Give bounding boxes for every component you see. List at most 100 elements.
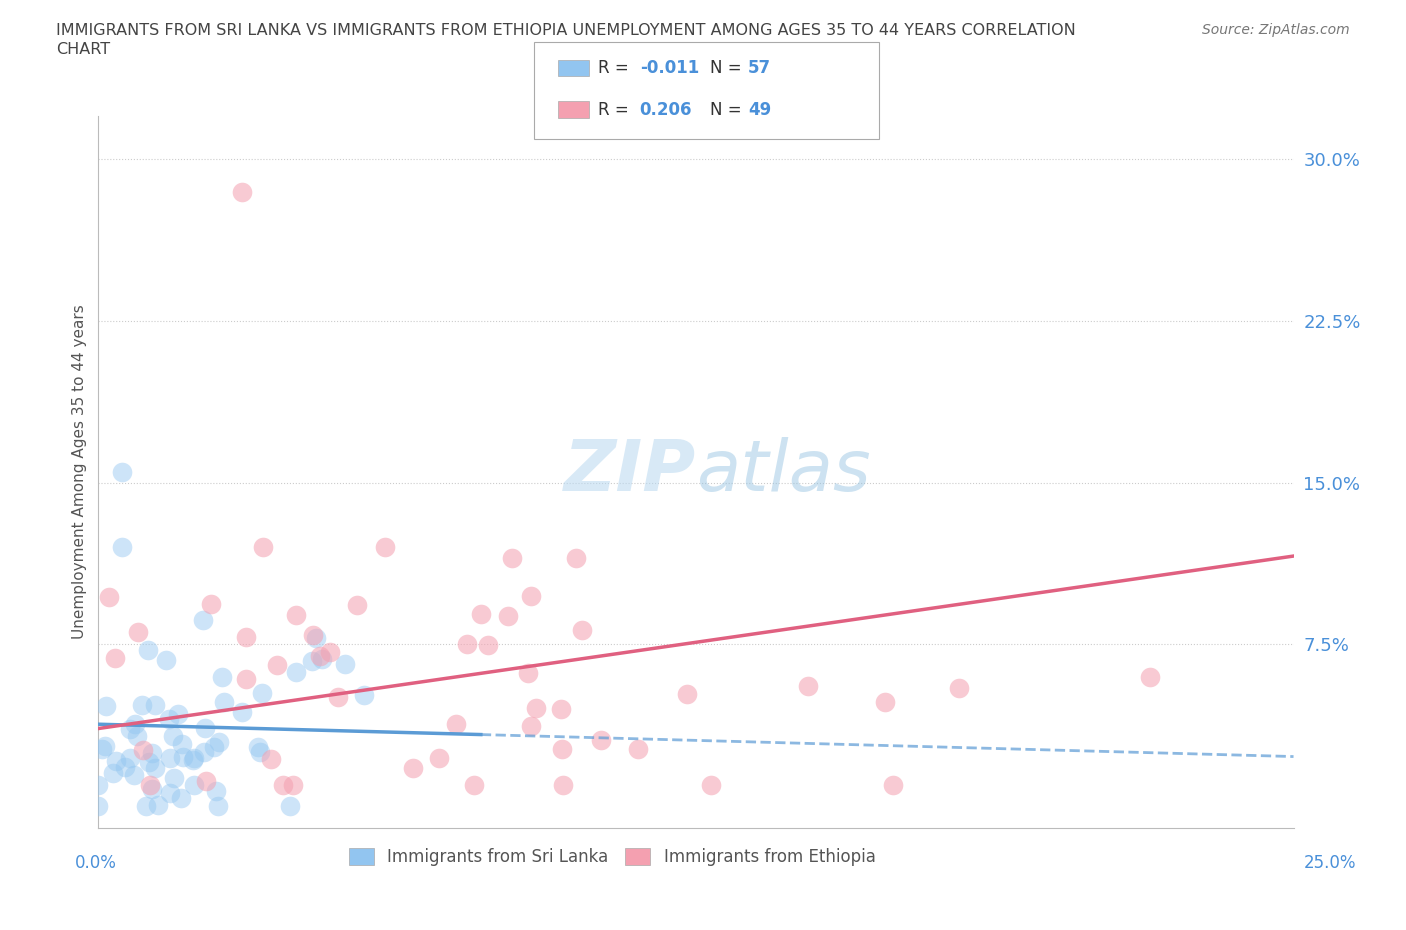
Point bbox=[627, 741, 650, 756]
Point bbox=[456, 636, 478, 651]
Text: CHART: CHART bbox=[56, 42, 110, 57]
Text: 57: 57 bbox=[748, 59, 770, 77]
Point bbox=[120, 751, 142, 765]
Text: Source: ZipAtlas.com: Source: ZipAtlas.com bbox=[1202, 23, 1350, 37]
Point bbox=[166, 707, 188, 722]
Point bbox=[157, 711, 180, 726]
Point bbox=[155, 653, 177, 668]
Point bbox=[159, 751, 181, 765]
Point bbox=[948, 680, 970, 695]
Point bbox=[520, 719, 543, 734]
Text: -0.011: -0.011 bbox=[640, 59, 699, 77]
Point bbox=[146, 798, 169, 813]
Point bbox=[141, 782, 163, 797]
Point bbox=[135, 799, 157, 814]
Text: 49: 49 bbox=[748, 100, 772, 119]
Point bbox=[87, 799, 110, 814]
Point bbox=[304, 631, 326, 645]
Point bbox=[882, 777, 904, 792]
Point bbox=[463, 777, 485, 792]
Point bbox=[159, 786, 181, 801]
Point bbox=[550, 742, 572, 757]
Point bbox=[183, 751, 205, 765]
Point bbox=[111, 465, 134, 480]
Point bbox=[124, 716, 146, 731]
Point bbox=[101, 766, 124, 781]
Text: 25.0%: 25.0% bbox=[1303, 854, 1357, 872]
Point bbox=[145, 761, 167, 776]
Text: ZIP: ZIP bbox=[564, 437, 696, 507]
Point bbox=[138, 777, 160, 792]
Point bbox=[374, 540, 396, 555]
Point bbox=[205, 784, 228, 799]
Point bbox=[194, 721, 217, 736]
Point bbox=[260, 751, 283, 766]
Point bbox=[565, 551, 588, 565]
Point bbox=[143, 698, 166, 712]
Point bbox=[162, 728, 184, 743]
Point bbox=[273, 777, 295, 792]
Point bbox=[283, 777, 305, 792]
Point bbox=[402, 761, 425, 776]
Point bbox=[477, 638, 499, 653]
Text: N =: N = bbox=[710, 100, 747, 119]
Point bbox=[285, 607, 308, 622]
Point bbox=[699, 777, 721, 792]
Point bbox=[91, 741, 114, 756]
Text: 0.206: 0.206 bbox=[640, 100, 692, 119]
Point bbox=[246, 739, 269, 754]
Point bbox=[114, 760, 136, 775]
Point bbox=[183, 777, 205, 792]
Point bbox=[346, 598, 368, 613]
Point bbox=[571, 623, 593, 638]
Point bbox=[125, 728, 148, 743]
Point bbox=[170, 790, 193, 805]
Point bbox=[172, 750, 194, 764]
Point bbox=[301, 628, 323, 643]
Point bbox=[170, 737, 193, 752]
Point bbox=[105, 754, 128, 769]
Point bbox=[501, 551, 523, 565]
Point bbox=[124, 767, 146, 782]
Point bbox=[252, 685, 274, 700]
Point bbox=[141, 746, 163, 761]
Point bbox=[266, 658, 288, 672]
Point bbox=[301, 653, 323, 668]
Text: R =: R = bbox=[598, 100, 634, 119]
Point bbox=[444, 716, 467, 731]
Point bbox=[470, 606, 492, 621]
Point bbox=[127, 625, 149, 640]
Point bbox=[1139, 670, 1161, 684]
Point bbox=[200, 596, 222, 611]
Point bbox=[131, 698, 153, 712]
Point bbox=[524, 700, 547, 715]
Text: IMMIGRANTS FROM SRI LANKA VS IMMIGRANTS FROM ETHIOPIA UNEMPLOYMENT AMONG AGES 35: IMMIGRANTS FROM SRI LANKA VS IMMIGRANTS … bbox=[56, 23, 1076, 38]
Point bbox=[873, 695, 896, 710]
Point bbox=[212, 695, 235, 710]
Point bbox=[118, 722, 141, 737]
Point bbox=[136, 643, 159, 658]
Point bbox=[550, 701, 572, 716]
Point bbox=[231, 184, 253, 199]
Text: 0.0%: 0.0% bbox=[75, 854, 117, 872]
Text: R =: R = bbox=[598, 59, 634, 77]
Point bbox=[311, 652, 333, 667]
Point bbox=[181, 752, 204, 767]
Point bbox=[797, 679, 820, 694]
Point bbox=[132, 742, 155, 757]
Point bbox=[309, 649, 332, 664]
Point bbox=[249, 744, 271, 759]
Point bbox=[517, 666, 540, 681]
Point bbox=[194, 774, 217, 789]
Point bbox=[333, 657, 356, 671]
Point bbox=[235, 671, 257, 686]
Point bbox=[191, 612, 214, 627]
Point bbox=[207, 798, 229, 813]
Point bbox=[278, 799, 301, 814]
Point bbox=[427, 751, 450, 765]
Point bbox=[94, 738, 117, 753]
Text: atlas: atlas bbox=[696, 437, 870, 507]
Point bbox=[211, 670, 233, 684]
Point bbox=[163, 770, 186, 785]
Point bbox=[284, 664, 307, 679]
